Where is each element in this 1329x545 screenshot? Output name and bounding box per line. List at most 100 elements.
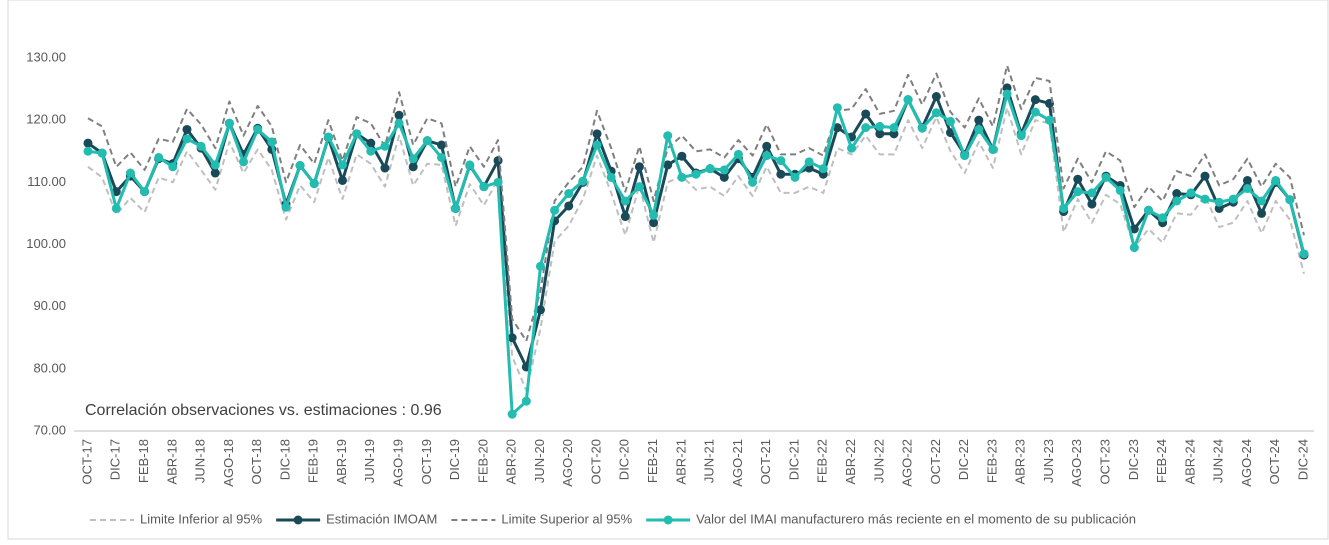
point bbox=[1172, 189, 1182, 199]
point bbox=[1214, 203, 1224, 213]
point bbox=[719, 165, 729, 175]
x-tick-label: OCT-19 bbox=[419, 439, 434, 485]
point bbox=[1200, 194, 1210, 204]
x-tick-label: AGO-24 bbox=[1239, 439, 1254, 487]
point bbox=[776, 156, 786, 166]
point bbox=[875, 129, 885, 139]
x-tick-label: DIC-22 bbox=[956, 439, 971, 480]
x-tick-label: DIC-23 bbox=[1126, 439, 1141, 480]
point bbox=[564, 201, 574, 211]
x-tick-label: ABR-24 bbox=[1182, 439, 1197, 485]
point bbox=[451, 203, 461, 213]
legend-marker bbox=[293, 515, 303, 525]
legend-label: Valor del IMAI manufacturero más recient… bbox=[696, 511, 1136, 526]
point bbox=[903, 95, 913, 105]
point bbox=[465, 160, 475, 170]
point bbox=[380, 163, 390, 173]
point bbox=[861, 123, 871, 133]
x-tick-label: OCT-23 bbox=[1097, 439, 1112, 485]
x-tick-label: AGO-21 bbox=[730, 439, 745, 487]
point bbox=[677, 172, 687, 182]
point bbox=[1059, 203, 1069, 213]
point bbox=[436, 152, 446, 162]
x-tick-label: DIC-17 bbox=[108, 439, 123, 480]
point bbox=[762, 151, 772, 161]
point bbox=[97, 148, 107, 158]
point bbox=[1172, 196, 1182, 206]
point bbox=[479, 182, 489, 192]
point bbox=[83, 146, 93, 156]
point bbox=[960, 151, 970, 161]
point bbox=[592, 140, 602, 150]
chart-frame bbox=[7, 0, 1329, 540]
point bbox=[1158, 213, 1168, 223]
point bbox=[1073, 174, 1083, 184]
point bbox=[719, 172, 729, 182]
point bbox=[663, 160, 673, 170]
point bbox=[578, 176, 588, 186]
point bbox=[748, 177, 758, 187]
point bbox=[408, 154, 418, 164]
point bbox=[154, 152, 164, 162]
point bbox=[1115, 185, 1125, 195]
point bbox=[535, 261, 545, 271]
series-line bbox=[87, 64, 1305, 342]
point bbox=[889, 129, 899, 139]
series-line bbox=[87, 86, 1306, 369]
x-tick-label: AGO-19 bbox=[391, 439, 406, 487]
x-tick-label: FEB-24 bbox=[1154, 439, 1169, 483]
point bbox=[974, 115, 984, 125]
point bbox=[408, 162, 418, 172]
point bbox=[1214, 197, 1224, 207]
y-tick-label: 130.00 bbox=[26, 49, 66, 64]
x-tick-label: DIC-21 bbox=[786, 439, 801, 480]
point bbox=[663, 131, 673, 141]
point bbox=[507, 409, 517, 419]
point bbox=[1200, 171, 1210, 181]
x-tick-label: OCT-21 bbox=[758, 439, 773, 485]
point bbox=[239, 157, 249, 167]
point bbox=[366, 146, 376, 156]
y-tick-label: 70.00 bbox=[33, 422, 66, 437]
point bbox=[125, 168, 135, 178]
y-tick-label: 100.00 bbox=[26, 236, 66, 251]
point bbox=[295, 161, 305, 171]
point bbox=[267, 137, 277, 147]
point bbox=[1073, 187, 1083, 197]
point bbox=[323, 132, 333, 142]
point bbox=[1257, 208, 1267, 218]
x-tick-label: DIC-19 bbox=[447, 439, 462, 480]
point bbox=[988, 144, 998, 154]
point bbox=[521, 396, 531, 406]
x-tick-label: FEB-22 bbox=[815, 439, 830, 483]
point bbox=[931, 92, 941, 102]
point bbox=[182, 124, 192, 134]
legend-label: Estimación IMOAM bbox=[326, 511, 437, 526]
point bbox=[83, 138, 93, 148]
point bbox=[804, 157, 814, 167]
point bbox=[861, 109, 871, 119]
x-tick-label: JUN-22 bbox=[871, 439, 886, 483]
point bbox=[1030, 107, 1040, 117]
point bbox=[1129, 224, 1139, 234]
point bbox=[1002, 89, 1012, 99]
point bbox=[620, 196, 630, 206]
point bbox=[1285, 195, 1295, 205]
point bbox=[550, 205, 560, 215]
series-line bbox=[87, 106, 1305, 392]
point bbox=[224, 118, 234, 128]
point bbox=[620, 212, 630, 222]
x-tick-label: JUN-23 bbox=[1041, 439, 1056, 483]
point bbox=[1299, 249, 1309, 259]
x-tick-label: FEB-20 bbox=[475, 439, 490, 483]
y-tick-label: 90.00 bbox=[33, 298, 66, 313]
point bbox=[309, 179, 319, 189]
x-tick-label: FEB-23 bbox=[984, 439, 999, 483]
x-tick-label: JUN-21 bbox=[702, 439, 717, 483]
x-tick-label: OCT-20 bbox=[588, 439, 603, 485]
legend: Limite Inferior al 95% Estimación IMOAM Li… bbox=[90, 511, 1136, 526]
point bbox=[507, 333, 517, 343]
point bbox=[380, 141, 390, 151]
point bbox=[394, 110, 404, 120]
point bbox=[422, 136, 432, 146]
